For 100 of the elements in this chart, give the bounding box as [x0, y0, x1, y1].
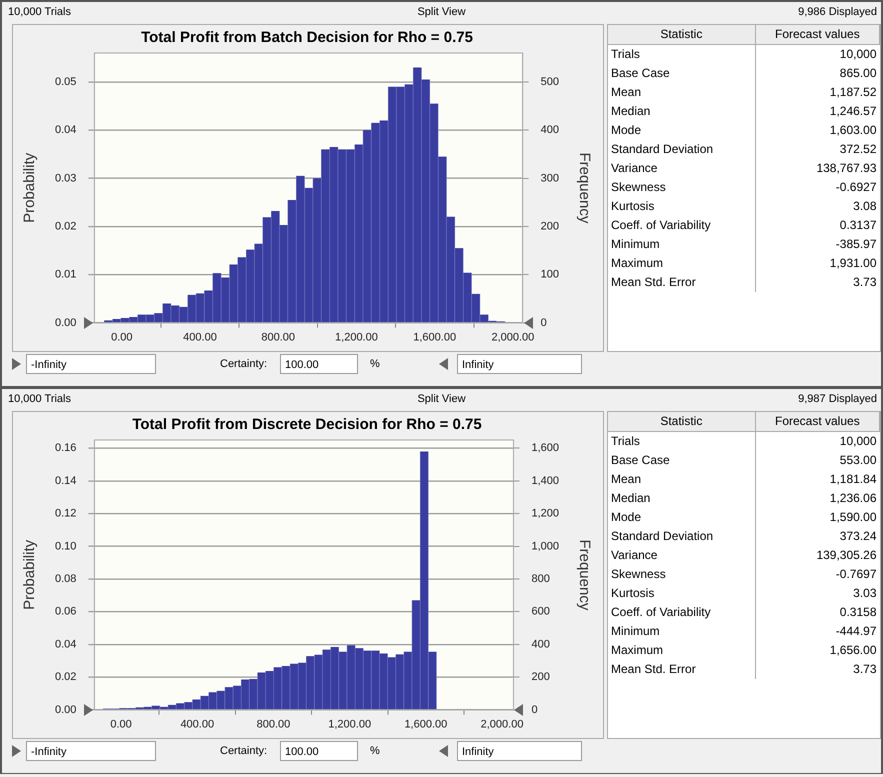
text: 3.03 [852, 585, 878, 602]
y-tick-label: 0.05 [54, 76, 76, 88]
y-tick-label: 0.02 [54, 671, 76, 684]
text: Mean Std. Error [608, 273, 756, 292]
y2-axis-title: Frequency [576, 539, 593, 611]
text: 1,236.06 [828, 490, 878, 507]
text: -444.97 [834, 623, 878, 640]
text: -385.97 [834, 236, 878, 253]
text: Median [608, 489, 756, 508]
text: 138,767.93 [815, 160, 878, 177]
text: Certainty: [220, 358, 268, 370]
text: 1,187.52 [828, 84, 878, 101]
text: -0.6927 [834, 179, 878, 196]
y2-tick-label: 800 [531, 573, 550, 586]
x-tick-label: 2,000.00 [491, 331, 534, 344]
text: Coeff. of Variability [608, 216, 756, 235]
text: 1,590.00 [828, 509, 878, 526]
text: Mode [608, 508, 756, 527]
text: Split View [417, 393, 466, 405]
text: Skewness [608, 565, 756, 584]
text: -Infinity [26, 354, 156, 374]
text: 1,246.57 [828, 103, 878, 120]
y2-tick-label: 200 [531, 671, 550, 684]
text: 1,603.00 [828, 122, 878, 139]
y2-tick-label: 1,200 [531, 508, 560, 520]
y-tick-label: 0.00 [54, 704, 76, 716]
y-axis-title: Probability [21, 152, 38, 223]
text: 372.52 [838, 141, 878, 158]
y2-tick-label: 200 [540, 220, 560, 232]
text: Split View [417, 6, 466, 18]
text: % [370, 358, 380, 370]
y2-tick-label: 300 [540, 172, 560, 184]
text: Kurtosis [608, 197, 756, 216]
text: -0.7697 [834, 566, 878, 583]
text: Base Case [608, 64, 756, 83]
text: Mean [608, 470, 756, 489]
y2-tick-label: 0 [531, 704, 538, 716]
text: 553.00 [838, 452, 878, 469]
text: Trials [608, 432, 756, 451]
y2-tick-label: 1,000 [531, 540, 560, 552]
x-tick-label: 800.00 [261, 331, 296, 344]
text: 10,000 Trials [8, 6, 71, 18]
y-tick-label: 0.02 [54, 220, 76, 232]
text: Mean [608, 83, 756, 102]
text: 1,931.00 [828, 255, 878, 272]
y-tick-label: 0.10 [54, 540, 76, 552]
text: Variance [608, 546, 756, 565]
text: Trials [608, 44, 756, 64]
text: Coeff. of Variability [608, 603, 756, 622]
text: Forecast values [755, 412, 880, 432]
y-axis-title: Probability [21, 539, 38, 610]
y2-tick-label: 600 [531, 606, 550, 618]
text: Infinity [457, 354, 582, 374]
text: Certainty: [220, 745, 268, 757]
y2-tick-label: 1,400 [531, 474, 560, 487]
text: 0.3158 [838, 604, 878, 621]
text: Standard Deviation [608, 527, 756, 546]
text: Median [608, 102, 756, 121]
x-tick-label: 0.00 [110, 718, 132, 730]
text: Statistic [608, 25, 756, 44]
text: 139,305.26 [815, 547, 878, 564]
y-tick-label: 0.00 [54, 316, 76, 329]
text: 100.00 [280, 354, 358, 374]
text: 10,000 [838, 46, 878, 63]
y-tick-label: 0.06 [54, 606, 76, 618]
text: 865.00 [838, 65, 878, 82]
y2-tick-label: 100 [540, 268, 560, 281]
y2-tick-label: 500 [540, 76, 560, 88]
y2-tick-label: 1,600 [531, 442, 560, 454]
text: Statistic [608, 412, 756, 432]
chart-title: Total Profit from Batch Decision for Rho = 0.75 [141, 29, 473, 46]
text: 3.73 [852, 274, 878, 291]
text: 373.24 [838, 528, 878, 545]
y-tick-label: 0.12 [54, 508, 76, 520]
y-tick-label: 0.03 [54, 172, 76, 184]
y2-tick-label: 400 [531, 638, 550, 650]
text: 3.08 [852, 198, 878, 215]
text: 10,000 Trials [8, 393, 71, 405]
text: 9,987 Displayed [798, 393, 877, 405]
text: Variance [608, 159, 756, 178]
x-tick-label: 0.00 [111, 331, 132, 344]
y-tick-label: 0.14 [54, 474, 76, 487]
text: -Infinity [26, 741, 156, 761]
text: 9,986 Displayed [798, 6, 877, 18]
x-tick-label: 1,200.00 [328, 718, 372, 730]
x-tick-label: 400.00 [183, 331, 217, 344]
x-tick-label: 2,000.00 [480, 718, 524, 730]
y2-tick-label: 0 [540, 316, 547, 329]
y-tick-label: 0.04 [54, 124, 76, 136]
x-tick-label: 400.00 [180, 718, 214, 730]
chart-title: Total Profit from Discrete Decision for Rho = 0.75 [132, 416, 482, 434]
x-tick-label: 1,200.00 [335, 331, 378, 344]
text: % [370, 745, 380, 757]
x-tick-label: 800.00 [256, 718, 290, 730]
x-tick-label: 1,600.00 [404, 718, 448, 730]
y2-tick-label: 400 [540, 124, 560, 136]
text: Maximum [608, 641, 756, 660]
text: Forecast values [755, 25, 880, 44]
text: Maximum [608, 254, 756, 273]
text: Mode [608, 121, 756, 140]
